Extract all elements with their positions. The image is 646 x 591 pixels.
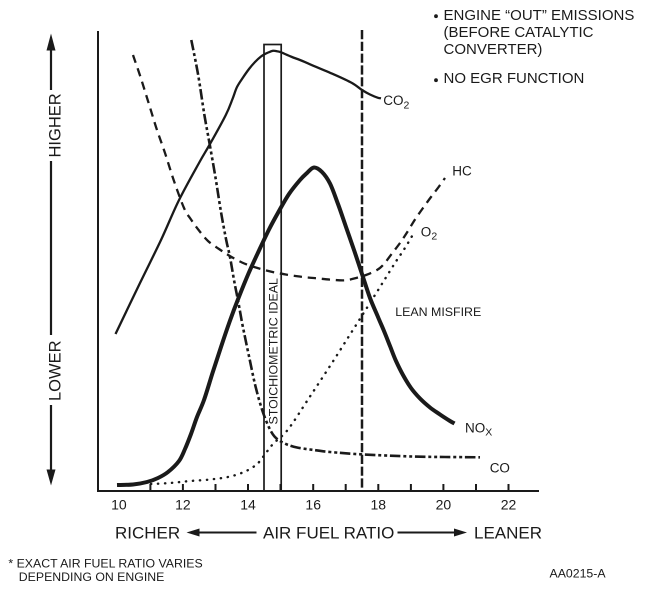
svg-text:12: 12: [175, 497, 191, 513]
svg-text:16: 16: [305, 497, 321, 513]
svg-text:LEANER: LEANER: [474, 524, 542, 543]
svg-text:14: 14: [240, 497, 256, 513]
svg-text:10: 10: [111, 497, 127, 513]
svg-text:HIGHER: HIGHER: [47, 93, 65, 157]
svg-text:CO: CO: [490, 460, 510, 475]
svg-text:20: 20: [436, 497, 452, 513]
svg-text:HC: HC: [452, 163, 472, 178]
svg-text:LEAN MISFIRE: LEAN MISFIRE: [395, 305, 481, 319]
svg-text:ENGINE “OUT” EMISSIONS: ENGINE “OUT” EMISSIONS: [444, 7, 635, 24]
svg-text:NO EGR FUNCTION: NO EGR FUNCTION: [444, 70, 585, 87]
svg-text:DEPENDING ON ENGINE: DEPENDING ON ENGINE: [19, 570, 165, 584]
svg-text:STOICHIOMETRIC IDEAL: STOICHIOMETRIC IDEAL: [267, 278, 281, 425]
svg-text:* EXACT AIR FUEL RATIO VARIES: * EXACT AIR FUEL RATIO VARIES: [8, 556, 202, 570]
svg-text:22: 22: [501, 497, 517, 513]
svg-text:LOWER: LOWER: [47, 340, 65, 401]
svg-text:18: 18: [371, 497, 387, 513]
svg-text:RICHER: RICHER: [115, 524, 180, 543]
svg-text:AA0215-A: AA0215-A: [550, 566, 607, 580]
svg-text:CO2: CO2: [383, 93, 409, 111]
svg-text:(BEFORE CATALYTIC: (BEFORE CATALYTIC: [444, 24, 594, 41]
svg-text:AIR FUEL RATIO: AIR FUEL RATIO: [263, 524, 394, 543]
svg-text:CONVERTER): CONVERTER): [444, 41, 543, 58]
